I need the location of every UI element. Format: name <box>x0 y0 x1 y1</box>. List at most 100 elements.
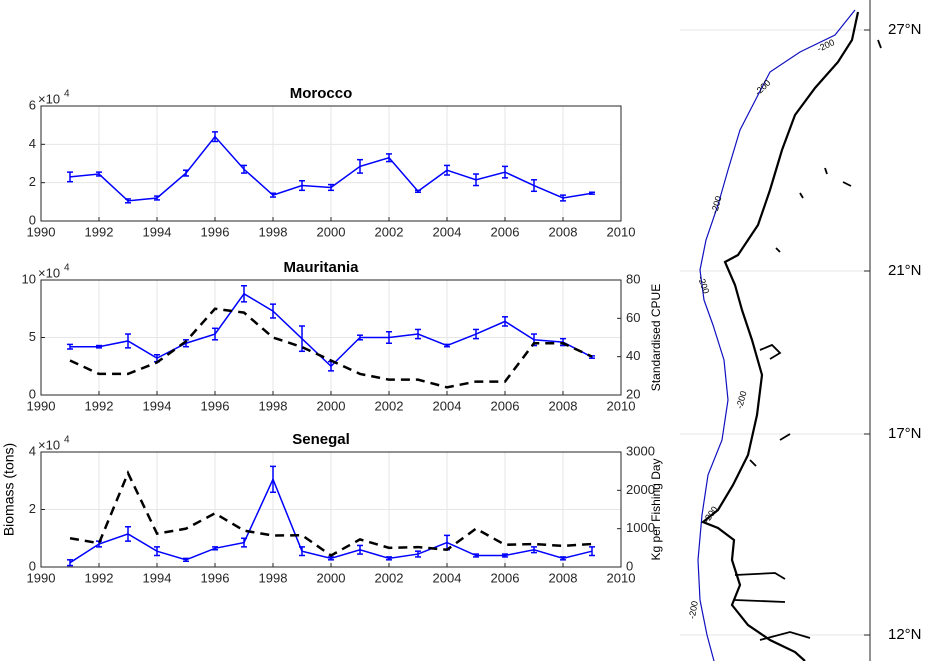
error-bar <box>473 553 479 558</box>
contour-label: -200 <box>815 37 836 54</box>
error-bar <box>212 327 218 341</box>
contour-label: -200 <box>696 275 712 295</box>
error-bar <box>241 537 247 548</box>
contour-line <box>697 9 856 661</box>
error-bar <box>328 556 334 561</box>
error-bar <box>357 158 363 174</box>
error-bar <box>560 194 566 202</box>
error-bar <box>444 164 450 176</box>
error-bar <box>473 173 479 187</box>
error-bar <box>241 164 247 174</box>
x-tick-label: 2010 <box>607 398 636 413</box>
y2-tick-label: 2000 <box>626 482 655 497</box>
y-tick-label: 0 <box>29 386 36 401</box>
x-tick-label: 1996 <box>201 224 230 239</box>
y-multiplier: ×10 <box>38 437 60 452</box>
y2-tick-label: 40 <box>626 348 640 363</box>
error-bar <box>531 179 537 193</box>
y-tick-label: 2 <box>29 501 36 516</box>
error-bar <box>589 546 595 557</box>
y-tick-label: 0 <box>29 558 36 573</box>
x-tick-label: 2004 <box>433 398 462 413</box>
x-tick-label: 1998 <box>259 398 288 413</box>
y2-axis-label: Kg per Fishing Day <box>649 458 663 560</box>
x-tick-label: 2010 <box>607 224 636 239</box>
y-tick-label: 0 <box>29 212 36 227</box>
y-multiplier-exponent: 4 <box>64 263 70 274</box>
x-tick-label: 1990 <box>27 398 56 413</box>
x-tick-label: 2006 <box>491 570 520 585</box>
error-bar <box>502 165 508 179</box>
error-bar <box>444 343 450 348</box>
x-tick-label: 1990 <box>27 570 56 585</box>
islands <box>734 39 882 641</box>
error-bar <box>560 556 566 561</box>
error-bar <box>357 334 363 341</box>
axes-box <box>40 279 622 396</box>
x-tick-label: 1992 <box>85 398 114 413</box>
y-tick-label: 2 <box>29 174 36 189</box>
x-tick-label: 2008 <box>549 570 578 585</box>
error-bar <box>96 344 102 349</box>
error-bar <box>67 559 73 567</box>
dashed-line <box>69 470 593 557</box>
error-bar <box>589 191 595 195</box>
y-tick-label: 5 <box>29 329 36 344</box>
dashed-line <box>69 307 593 389</box>
error-bar <box>415 328 421 340</box>
error-bar <box>386 556 392 561</box>
error-bar <box>270 303 276 319</box>
x-tick-label: 2002 <box>375 570 404 585</box>
contour-label: -200 <box>687 600 700 619</box>
x-tick-label: 2000 <box>317 570 346 585</box>
x-tick-label: 2010 <box>607 570 636 585</box>
error-bar <box>415 550 421 558</box>
error-bar <box>96 171 102 177</box>
y2-tick-label: 3000 <box>626 443 655 458</box>
contour-label: -200 <box>753 78 773 98</box>
y-axis-label: Biomass (tons) <box>1 443 17 536</box>
x-tick-label: 1992 <box>85 570 114 585</box>
map-ticks <box>864 29 870 636</box>
error-bar <box>328 183 334 192</box>
error-bar <box>125 333 131 349</box>
x-tick-label: 1998 <box>259 570 288 585</box>
y-multiplier: ×10 <box>38 91 60 106</box>
error-bar <box>270 465 276 493</box>
error-bar <box>212 546 218 551</box>
contour-label: -200 <box>701 504 720 524</box>
y-tick-label: 10 <box>22 271 36 286</box>
x-tick-label: 1996 <box>201 570 230 585</box>
y2-tick-label: 60 <box>626 310 640 325</box>
y-multiplier-exponent: 4 <box>64 435 70 446</box>
x-tick-label: 2002 <box>375 398 404 413</box>
error-bar <box>299 325 305 353</box>
error-bar <box>125 526 131 542</box>
y-multiplier: ×10 <box>38 265 60 280</box>
x-tick-label: 2008 <box>549 224 578 239</box>
x-tick-label: 1992 <box>85 224 114 239</box>
error-bar <box>531 546 537 554</box>
x-tick-label: 2002 <box>375 224 404 239</box>
error-bar <box>270 192 276 198</box>
y-tick-label: 4 <box>29 136 36 151</box>
x-tick-label: 1990 <box>27 224 56 239</box>
y-tick-label: 4 <box>29 443 36 458</box>
error-bar <box>183 169 189 177</box>
error-bar <box>241 285 247 303</box>
x-tick-label: 1994 <box>143 224 172 239</box>
axes-box <box>40 451 622 568</box>
error-bar <box>502 316 508 327</box>
map-grid <box>680 29 870 636</box>
latitude-label: 21°N <box>888 262 922 279</box>
y2-tick-label: 20 <box>626 386 640 401</box>
x-tick-label: 1998 <box>259 224 288 239</box>
error-bar <box>386 153 392 163</box>
map <box>680 0 882 661</box>
error-bar <box>154 546 160 557</box>
y2-tick-label: 0 <box>626 558 633 573</box>
error-bar <box>183 557 189 562</box>
x-tick-label: 2000 <box>317 224 346 239</box>
x-tick-label: 2004 <box>433 570 462 585</box>
